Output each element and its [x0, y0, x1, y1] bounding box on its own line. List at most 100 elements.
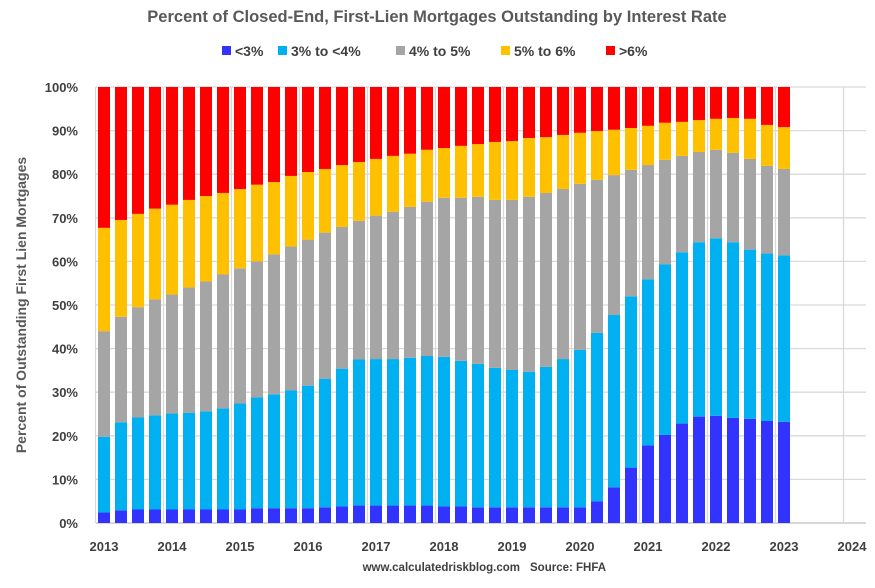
- bar-segment: [574, 507, 586, 523]
- bar-segment: [591, 131, 603, 180]
- bar-segment: [404, 357, 416, 506]
- bar-segment: [404, 505, 416, 523]
- bar-segment: [98, 227, 110, 332]
- bar-segment: [591, 501, 603, 523]
- bar-segment: [319, 378, 331, 508]
- bar-segment: [506, 199, 518, 370]
- bar-segment: [285, 246, 297, 391]
- bar-segment: [727, 417, 739, 523]
- bar-segment: [625, 296, 637, 468]
- bar-segment: [642, 165, 654, 280]
- bar-stack: [132, 87, 144, 523]
- bar-segment: [421, 201, 433, 357]
- bar-segment: [676, 155, 688, 253]
- bar-segment: [285, 87, 297, 176]
- bar-segment: [574, 132, 586, 184]
- bar-segment: [574, 349, 586, 508]
- bar-segment: [608, 487, 620, 523]
- bar-segment: [438, 87, 450, 149]
- bar-stack: [217, 87, 229, 523]
- bar-segment: [693, 87, 705, 121]
- bar-segment: [455, 197, 467, 361]
- bar-segment: [115, 219, 127, 317]
- bar-stack: [302, 87, 314, 523]
- bar-segment: [302, 239, 314, 386]
- bar-segment: [370, 359, 382, 506]
- bar-stack: [727, 87, 739, 523]
- bar-segment: [523, 371, 535, 508]
- bar-segment: [319, 232, 331, 379]
- bar-segment: [200, 509, 212, 523]
- bar-segment: [761, 253, 773, 421]
- bar-segment: [472, 507, 484, 523]
- bar-stack: [370, 87, 382, 523]
- bar-segment: [285, 390, 297, 509]
- legend-label: 5% to 6%: [514, 43, 576, 59]
- bar-segment: [166, 509, 178, 523]
- x-tick-label: 2022: [702, 539, 731, 554]
- bar-segment: [387, 359, 399, 506]
- bar-segment: [693, 151, 705, 243]
- bar-segment: [217, 509, 229, 523]
- legend-label: 4% to 5%: [409, 43, 471, 59]
- bar-segment: [132, 509, 144, 523]
- bar-segment: [234, 268, 246, 404]
- bar-stack: [523, 87, 535, 523]
- legend-label: <3%: [235, 43, 264, 59]
- bar-segment: [268, 394, 280, 509]
- bar-segment: [387, 211, 399, 360]
- bar-segment: [268, 508, 280, 523]
- bar-segment: [642, 445, 654, 523]
- y-tick-label: 60%: [52, 254, 78, 269]
- y-tick-label: 70%: [52, 211, 78, 226]
- legend: <3% 3% to <4% 4% to 5% 5% to 6% >6%: [222, 43, 648, 59]
- bar-segment: [778, 168, 790, 256]
- y-tick-label: 20%: [52, 429, 78, 444]
- bar-segment: [727, 242, 739, 418]
- bar-segment: [98, 331, 110, 437]
- bar-stack: [693, 87, 705, 523]
- bar-segment: [302, 385, 314, 509]
- legend-swatch: [606, 46, 615, 55]
- x-tick-label: 2013: [90, 539, 119, 554]
- bar-stack: [421, 87, 433, 523]
- bar-segment: [574, 87, 586, 133]
- bar-segment: [370, 158, 382, 216]
- y-tick-label: 10%: [52, 472, 78, 487]
- bar-stack: [591, 87, 603, 523]
- bar-stack: [540, 87, 552, 523]
- bar-segment: [336, 87, 348, 166]
- footer-site: www.calculatedriskblog.com: [362, 562, 520, 574]
- bar-segment: [132, 307, 144, 418]
- legend-swatch: [501, 46, 510, 55]
- bar-segment: [438, 148, 450, 198]
- bar-segment: [115, 87, 127, 220]
- bar-segment: [149, 87, 161, 209]
- bar-segment: [183, 199, 195, 288]
- bar-segment: [676, 252, 688, 424]
- bar-stack: [404, 87, 416, 523]
- bar-stack: [268, 87, 280, 523]
- bar-segment: [540, 366, 552, 508]
- x-tick-label: 2016: [294, 539, 323, 554]
- x-tick-label: 2024: [838, 539, 868, 554]
- bar-segment: [183, 287, 195, 413]
- bar-segment: [659, 87, 671, 123]
- x-tick-label: 2015: [226, 539, 255, 554]
- bar-stack: [710, 87, 722, 523]
- bar-stack: [557, 87, 569, 523]
- bar-segment: [523, 138, 535, 197]
- x-axis-ticks: 2013 2014 2015 2016 2017 2018 2019 2020 2021 2022…: [90, 539, 868, 554]
- bar-segment: [353, 220, 365, 360]
- bar-stack: [387, 87, 399, 523]
- legend-item: <3%: [222, 43, 264, 59]
- bar-segment: [115, 422, 127, 511]
- legend-swatch: [396, 46, 405, 55]
- bar-segment: [676, 87, 688, 122]
- bar-segment: [319, 507, 331, 523]
- bar-segment: [200, 281, 212, 412]
- bar-segment: [234, 509, 246, 523]
- bar-stack: [183, 87, 195, 523]
- bar-segment: [370, 87, 382, 159]
